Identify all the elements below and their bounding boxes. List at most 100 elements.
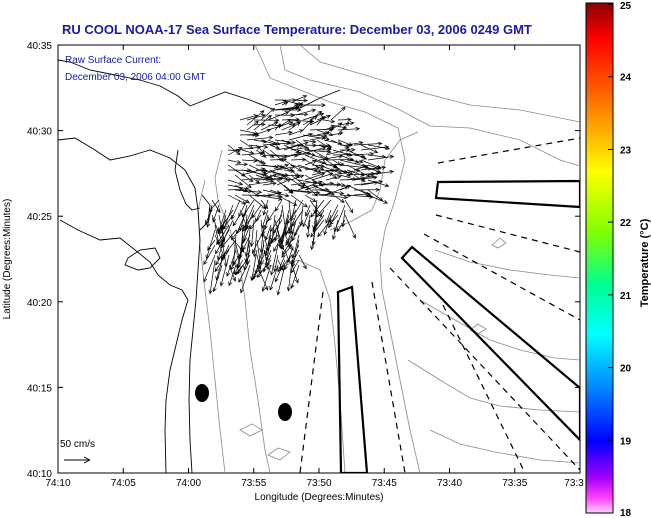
current-vector <box>290 157 307 162</box>
current-vector <box>353 192 371 197</box>
current-vector <box>262 189 290 198</box>
y-tick-label: 40:20 <box>27 298 52 309</box>
current-vector <box>226 249 237 277</box>
current-vector <box>302 120 313 131</box>
current-label-line2: December 03, 2006 04:00 GMT <box>65 72 206 83</box>
x-tick-label: 73:45 <box>372 478 397 489</box>
current-vector <box>237 254 251 274</box>
current-vector <box>284 234 294 252</box>
y-tick-label: 40:10 <box>27 469 52 480</box>
current-vector <box>267 111 290 121</box>
current-vector <box>215 254 223 266</box>
current-vector <box>256 259 272 278</box>
current-vector <box>212 204 220 223</box>
current-vector <box>269 144 281 150</box>
current-vector <box>325 185 349 196</box>
current-vector <box>336 219 346 233</box>
current-vector <box>295 95 308 101</box>
x-tick-label: 74:00 <box>176 478 201 489</box>
current-vector <box>234 162 249 167</box>
current-vector <box>288 121 301 131</box>
current-vector <box>337 126 361 131</box>
current-vector <box>260 199 269 210</box>
current-vector <box>227 147 243 156</box>
current-vector <box>227 179 244 186</box>
current-vector <box>232 214 241 227</box>
current-vector <box>241 151 265 156</box>
current-vector <box>212 264 223 293</box>
current-vector <box>298 254 307 270</box>
colorbar-tick-label: 23 <box>620 145 632 156</box>
current-vector <box>241 149 255 155</box>
current-vector <box>262 173 278 181</box>
current-vector <box>304 184 319 191</box>
current-vector <box>310 219 318 251</box>
current-vector <box>339 193 352 198</box>
current-vector <box>286 259 293 292</box>
current-vector <box>234 145 262 151</box>
current-vector <box>318 143 331 148</box>
current-vector <box>208 259 216 295</box>
current-vector <box>243 224 251 242</box>
channel-southeast <box>400 245 580 442</box>
current-vector <box>253 118 280 123</box>
current-vector <box>260 107 276 121</box>
current-vector <box>332 168 361 176</box>
current-vector <box>344 199 354 214</box>
current-vector <box>306 219 311 238</box>
current-vector <box>346 159 364 164</box>
current-vector <box>274 199 283 212</box>
colorbar-tick-label: 20 <box>620 364 632 375</box>
current-vector <box>360 170 381 176</box>
current-vector <box>331 219 339 240</box>
current-vector <box>346 140 364 146</box>
current-vector <box>323 119 336 124</box>
current-vector <box>276 151 303 161</box>
current-vector <box>284 224 293 235</box>
current-vector <box>288 103 299 111</box>
current-vector <box>211 199 221 213</box>
current-vector <box>252 229 258 258</box>
current-vector <box>262 141 291 146</box>
current-vector <box>228 264 237 282</box>
y-axis-label: Latitude (Degrees:Minutes) <box>2 199 13 320</box>
current-vector <box>323 127 334 136</box>
current-vector <box>249 219 255 248</box>
x-tick-label: 74:10 <box>45 478 70 489</box>
current-vector <box>360 165 382 171</box>
current-vector <box>337 121 350 136</box>
current-vector <box>239 114 259 121</box>
current-vector <box>216 224 230 246</box>
current-vector <box>227 144 241 156</box>
current-vector <box>302 115 318 126</box>
current-vector <box>207 239 216 251</box>
current-vector <box>262 164 279 170</box>
current-vector <box>241 167 266 176</box>
current-vector <box>288 214 297 235</box>
current-vector <box>309 115 331 126</box>
x-axis-label: Longitude (Degrees:Minutes) <box>255 492 384 503</box>
current-vector <box>304 204 311 217</box>
current-vector <box>297 164 322 174</box>
x-tick-label: 73:55 <box>241 478 266 489</box>
current-vector <box>241 158 259 163</box>
current-vector <box>276 264 286 296</box>
current-vector <box>291 264 299 284</box>
traffic-lanes <box>299 137 580 473</box>
current-vector <box>310 219 325 238</box>
current-vector <box>244 239 251 257</box>
current-vector <box>253 122 266 127</box>
current-vector <box>260 121 279 131</box>
current-vector <box>269 176 284 181</box>
current-vector <box>283 168 296 173</box>
current-vector <box>238 259 251 283</box>
current-vector <box>290 194 308 208</box>
current-vector <box>367 194 389 204</box>
current-vector <box>311 167 341 176</box>
current-vector <box>234 194 250 204</box>
current-vector <box>262 194 283 199</box>
current-vector <box>251 229 265 254</box>
map-title: RU COOL NOAA-17 Sea Surface Temperature:… <box>62 22 532 37</box>
current-vector <box>276 173 301 178</box>
